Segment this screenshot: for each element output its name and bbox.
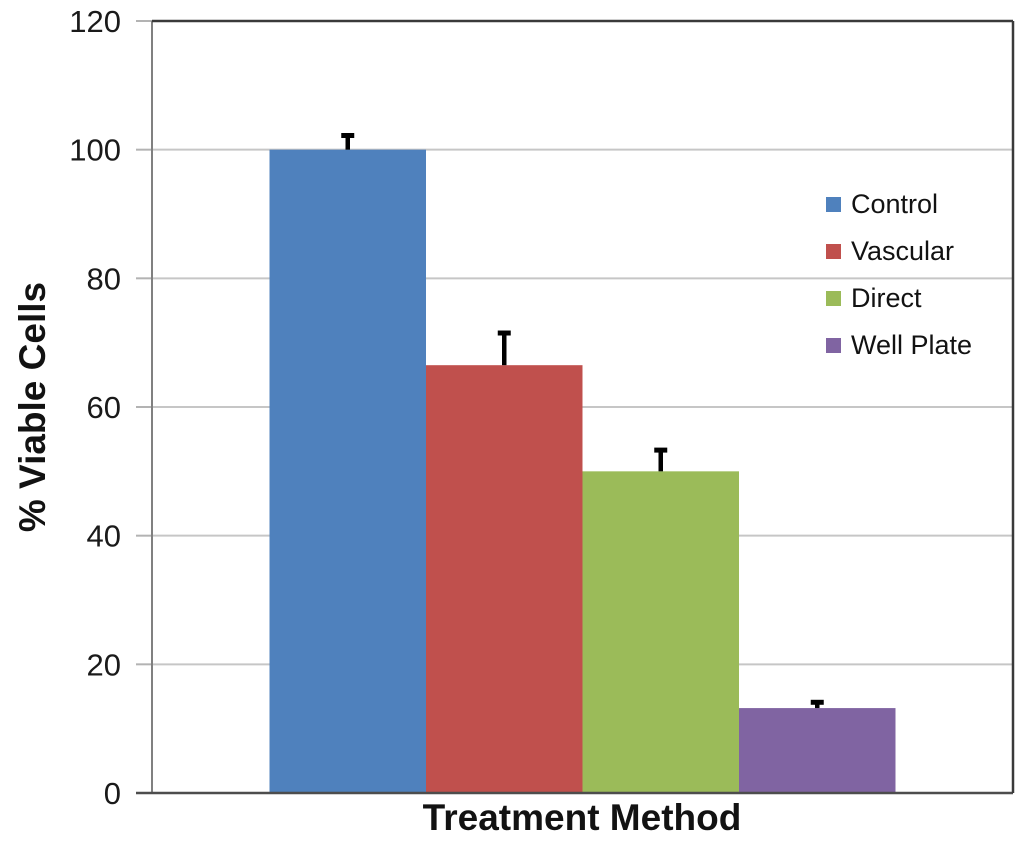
legend-label: Well Plate	[851, 329, 973, 360]
legend-swatch-direct	[826, 290, 841, 306]
y-tick-label-100: 100	[69, 133, 121, 168]
x-axis-title: Treatment Method	[422, 797, 742, 838]
legend-swatch-well-plate	[826, 337, 841, 353]
legend-swatch-vascular	[826, 243, 841, 259]
legend-item-vascular: Vascular	[826, 236, 972, 266]
y-tick-label-60: 60	[87, 390, 121, 425]
y-tick-label-120: 120	[69, 4, 121, 39]
bar-well-plate	[739, 708, 896, 793]
legend-item-direct: Direct	[826, 283, 972, 313]
legend-label: Vascular	[851, 235, 955, 266]
y-tick-label-20: 20	[87, 647, 121, 682]
y-axis-title: % Viable Cells	[12, 281, 53, 533]
legend-label: Direct	[851, 282, 922, 313]
legend-item-well-plate: Well Plate	[826, 330, 972, 360]
y-tick-label-80: 80	[87, 261, 121, 296]
bar-vascular	[426, 365, 583, 793]
bar-control	[269, 149, 426, 793]
legend-label: Control	[851, 188, 939, 219]
y-tick-label-0: 0	[104, 776, 121, 811]
y-tick-label-40: 40	[87, 519, 121, 554]
legend: Control Vascular Direct Well Plate	[826, 189, 972, 360]
bar-direct	[582, 471, 739, 793]
legend-item-control: Control	[826, 189, 972, 219]
legend-swatch-control	[826, 196, 841, 212]
